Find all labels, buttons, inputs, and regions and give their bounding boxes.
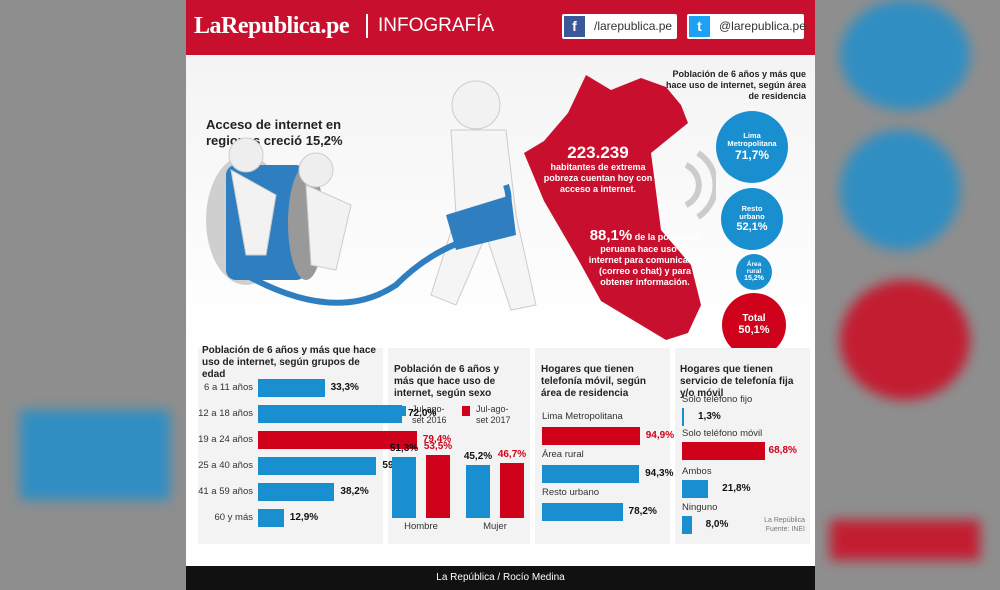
bar-label: Solo teléfono fijo <box>682 394 753 405</box>
stat-poverty: 223.239 habitantes de extrema pobreza cu… <box>542 143 654 195</box>
bar <box>392 457 416 518</box>
credit: La República <box>764 517 805 524</box>
stat-usage-text: de la población peruana hace uso de inte… <box>588 232 702 287</box>
bar <box>258 405 402 423</box>
bar <box>542 465 640 483</box>
bar-value: 94,9% <box>645 430 675 441</box>
bar-label: 41 a 59 años <box>198 486 253 497</box>
bar-value: 78,2% <box>628 506 657 517</box>
source-text: Fuente: INEI <box>765 526 805 533</box>
legend-swatch-2017 <box>462 406 470 416</box>
bar-label: Lima Metropolitana <box>542 411 623 422</box>
bar-label: Ninguno <box>682 502 718 513</box>
bar <box>258 379 325 397</box>
bar-label: 12 a 18 años <box>198 408 253 419</box>
logo[interactable]: LaRepublica.pe <box>194 13 350 39</box>
bar-label: Resto urbano <box>542 487 600 498</box>
bar-value: 51,3% <box>389 443 419 455</box>
twitter-link[interactable]: t @larepublica.pe <box>687 14 806 39</box>
bar-value: 45,2% <box>463 450 493 462</box>
bar-value: 12,9% <box>289 512 319 523</box>
stat-poverty-value: 223.239 <box>567 143 629 162</box>
circle-lima: Lima Metropolitana 71,7% <box>716 111 788 183</box>
circle-label: Total <box>742 313 766 325</box>
bar <box>466 464 490 518</box>
hero-title: Acceso de internet en regiones creció 15… <box>206 117 343 148</box>
wifi-icon <box>684 150 716 220</box>
bar-value: 72,0% <box>408 408 437 419</box>
chart-phone-title: Hogares que tienen servicio de telefonía… <box>680 364 794 399</box>
bar-value: 46,7% <box>497 448 527 460</box>
stat-poverty-text: habitantes de extrema pobreza cuentan ho… <box>543 162 653 194</box>
residence-title: Población de 6 años y más que hace uso d… <box>665 69 806 101</box>
bar-label: 60 y más <box>214 512 253 523</box>
bar <box>500 462 524 518</box>
chart-age-title: Población de 6 años y más que hace uso d… <box>202 345 376 380</box>
circle-resto-urbano: Resto urbano 52,1% <box>721 188 783 250</box>
twitter-handle: @larepublica.pe <box>719 19 806 33</box>
bar-value: 33,3% <box>330 382 359 393</box>
bar-value: 1,3% <box>698 411 721 422</box>
bar-label: Ambos <box>682 466 712 477</box>
bar-label: Área rural <box>542 449 584 460</box>
chart-sex-title: Población de 6 años y más que hace uso d… <box>394 364 500 399</box>
bar-label: 6 a 11 años <box>204 382 253 393</box>
bar-value: 68,8% <box>768 445 797 456</box>
circle-total: Total 50,1% <box>722 293 786 357</box>
bar <box>258 457 377 475</box>
circle-value: 52,1% <box>736 221 768 234</box>
bar <box>682 408 684 426</box>
bar <box>258 431 417 449</box>
bar <box>682 442 765 460</box>
circle-label: Área rural <box>746 261 762 276</box>
bar-label: Solo teléfono móvil <box>682 428 763 439</box>
bar-label: 25 a 40 años <box>198 460 253 471</box>
bar <box>542 427 640 445</box>
legend-2016: Jul-ago-set 2016 <box>412 404 447 425</box>
footer: La República / Rocío Medina <box>186 566 815 590</box>
bar <box>426 454 450 518</box>
header: LaRepublica.pe INFOGRAFÍA f /larepublica… <box>186 0 815 55</box>
legend-2017: Jul-ago-set 2017 <box>476 404 511 425</box>
legend-swatch-2016 <box>398 406 406 416</box>
category-label: Mujer <box>483 521 507 532</box>
category-label: Hombre <box>404 521 438 532</box>
circle-area-rural: Área rural 15,2% <box>736 254 772 290</box>
bar-value: 21,8% <box>722 483 751 494</box>
infographic: LaRepublica.pe INFOGRAFÍA f /larepublica… <box>186 0 815 590</box>
circle-value: 50,1% <box>738 324 770 337</box>
stat-usage-value: 88,1% <box>589 227 633 244</box>
peru-map <box>524 75 716 340</box>
bar <box>258 509 284 527</box>
circle-label: Lima Metropolitana <box>727 131 777 149</box>
circle-value: 71,7% <box>734 147 770 162</box>
circle-value: 15,2% <box>744 275 764 283</box>
facebook-link[interactable]: f /larepublica.pe <box>562 14 677 39</box>
circle-label: Resto urbano <box>739 203 765 221</box>
bar-value: 94,3% <box>645 468 674 479</box>
twitter-icon: t <box>689 16 710 37</box>
source: La República Fuente: INEI <box>753 516 805 534</box>
stat-usage: 88,1% de la población peruana hace uso d… <box>584 227 706 288</box>
bar <box>258 483 335 501</box>
bar-label: 19 a 24 años <box>198 434 253 445</box>
bar <box>682 516 692 534</box>
bar-value: 79,4% <box>422 434 452 445</box>
chart-mobile-title: Hogares que tienen telefonía móvil, segú… <box>541 364 647 399</box>
bar <box>542 503 623 521</box>
hero-illustration: Acceso de internet en regiones creció 15… <box>186 55 815 357</box>
bar-value: 53,5% <box>423 440 453 452</box>
bar-value: 8,0% <box>705 519 729 530</box>
divider <box>366 14 368 38</box>
facebook-icon: f <box>564 16 585 37</box>
people-cable-illustration <box>206 80 537 311</box>
section-title: INFOGRAFÍA <box>378 15 495 36</box>
bar-value: 38,2% <box>340 486 369 497</box>
facebook-handle: /larepublica.pe <box>594 19 673 33</box>
bar <box>682 480 709 498</box>
